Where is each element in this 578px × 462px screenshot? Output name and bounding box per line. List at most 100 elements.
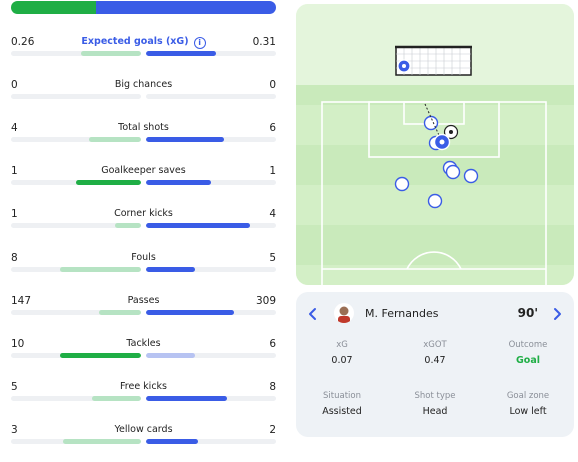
stat-home-value: 10 [11, 338, 25, 350]
stat-home-value: 8 [11, 252, 18, 264]
stat-label: Total shots [11, 122, 276, 133]
stat-label-text: Tackles [126, 338, 161, 349]
stat-home-fill [89, 137, 141, 142]
stat-away-bar [146, 439, 276, 444]
stat-label-text: Total shots [118, 122, 169, 133]
stat-home-bar [11, 51, 141, 56]
stat-away-value: 6 [269, 122, 276, 134]
stat-row: 8 Fouls 5 [11, 252, 276, 292]
stat-away-value: 1 [269, 165, 276, 177]
stat-away-bar [146, 223, 276, 228]
stat-away-fill [146, 137, 224, 142]
stat-label: Free kicks [11, 381, 276, 392]
possession-bar [11, 1, 276, 14]
stat-home-fill [60, 353, 141, 358]
stat-home-value: 5 [11, 381, 18, 393]
detail-situation: Situation Assisted [302, 391, 382, 417]
stat-label-text: Big chances [114, 79, 173, 90]
stat-label: Fouls [11, 252, 276, 263]
stat-away-bar [146, 396, 276, 401]
stat-away-value: 0 [269, 79, 276, 91]
stat-away-bar [146, 137, 276, 142]
stat-away-value: 5 [269, 252, 276, 264]
detail-goal-zone: Goal zone Low left [488, 391, 568, 417]
stat-away-value: 0.31 [252, 36, 276, 48]
chevron-right-icon[interactable] [550, 307, 564, 321]
stat-away-fill [146, 51, 216, 56]
detail-value: Head [422, 406, 448, 417]
stat-row: 10 Tackles 6 [11, 338, 276, 378]
detail-label: xG [336, 340, 348, 350]
stat-home-value: 0 [11, 79, 18, 91]
stat-label-text: Corner kicks [114, 208, 173, 219]
stat-row: 4 Total shots 6 [11, 122, 276, 162]
stat-away-bar [146, 180, 276, 185]
stat-home-bar [11, 439, 141, 444]
stat-row: 1 Corner kicks 4 [11, 208, 276, 248]
match-stats-panel: 0.26 Expected goals (xG) i 0.31 0 Big chances… [11, 0, 276, 462]
stat-home-fill [60, 267, 141, 272]
stat-home-bar [11, 310, 141, 315]
stat-away-fill [146, 180, 211, 185]
stat-away-value: 2 [269, 424, 276, 436]
stat-away-bar [146, 51, 276, 56]
stat-home-value: 4 [11, 122, 18, 134]
detail-label: Shot type [414, 391, 456, 401]
shot-markers [394, 103, 479, 209]
shot-detail-card: M. Fernandes 90' xG 0.07 xGOT 0.47 Outco… [296, 292, 574, 437]
stat-away-fill [146, 396, 227, 401]
avatar [334, 303, 354, 323]
shot-minute: 90' [517, 306, 538, 320]
stat-label-text: Goalkeeper saves [101, 165, 186, 176]
stat-home-fill [63, 439, 141, 444]
stat-away-bar [146, 267, 276, 272]
stat-home-value: 1 [11, 165, 18, 177]
stat-label-text: Free kicks [120, 381, 167, 392]
possession-home-fill [11, 1, 96, 14]
stat-label: Goalkeeper saves [11, 165, 276, 176]
stat-home-value: 147 [11, 295, 32, 307]
chevron-left-icon[interactable] [306, 307, 320, 321]
detail-label: Situation [323, 391, 361, 401]
player-name[interactable]: M. Fernandes [365, 307, 439, 320]
stat-home-bar [11, 267, 141, 272]
possession-away-fill [95, 1, 276, 14]
stat-row: 147 Passes 309 [11, 295, 276, 335]
detail-xg: xG 0.07 [302, 340, 382, 366]
stat-label: Passes [11, 295, 276, 306]
stat-away-fill [146, 267, 195, 272]
detail-shot-type: Shot type Head [395, 391, 475, 417]
stat-home-bar [11, 353, 141, 358]
stat-label: Tackles [11, 338, 276, 349]
detail-outcome: Outcome Goal [488, 340, 568, 366]
stat-home-value: 1 [11, 208, 18, 220]
stat-away-bar [146, 310, 276, 315]
stat-row: 0.26 Expected goals (xG) i 0.31 [11, 36, 276, 76]
stat-row: 1 Goalkeeper saves 1 [11, 165, 276, 205]
detail-value: 0.47 [424, 355, 446, 366]
stat-home-fill [76, 180, 141, 185]
info-icon[interactable]: i [193, 37, 206, 49]
stat-home-bar [11, 180, 141, 185]
detail-value: Goal [516, 355, 540, 366]
detail-xgot: xGOT 0.47 [395, 340, 475, 366]
stat-away-value: 309 [255, 295, 276, 307]
stat-home-fill [92, 396, 141, 401]
stat-away-value: 8 [269, 381, 276, 393]
detail-value: Assisted [322, 406, 362, 417]
detail-value: 0.07 [331, 355, 353, 366]
stat-home-bar [11, 223, 141, 228]
stat-label-text: Passes [127, 295, 160, 306]
stat-home-fill [115, 223, 141, 228]
stat-home-fill [99, 310, 141, 315]
detail-label: Outcome [508, 340, 548, 350]
stat-home-value: 3 [11, 424, 18, 436]
stat-label-text: Expected goals (xG) [81, 36, 189, 47]
stat-away-fill [146, 353, 195, 358]
stat-label: Yellow cards [11, 424, 276, 435]
stat-away-fill [146, 223, 250, 228]
stat-label[interactable]: Expected goals (xG) i [11, 36, 276, 49]
stat-label-text: Fouls [131, 252, 156, 263]
stat-away-value: 6 [269, 338, 276, 350]
stat-home-bar [11, 94, 141, 99]
